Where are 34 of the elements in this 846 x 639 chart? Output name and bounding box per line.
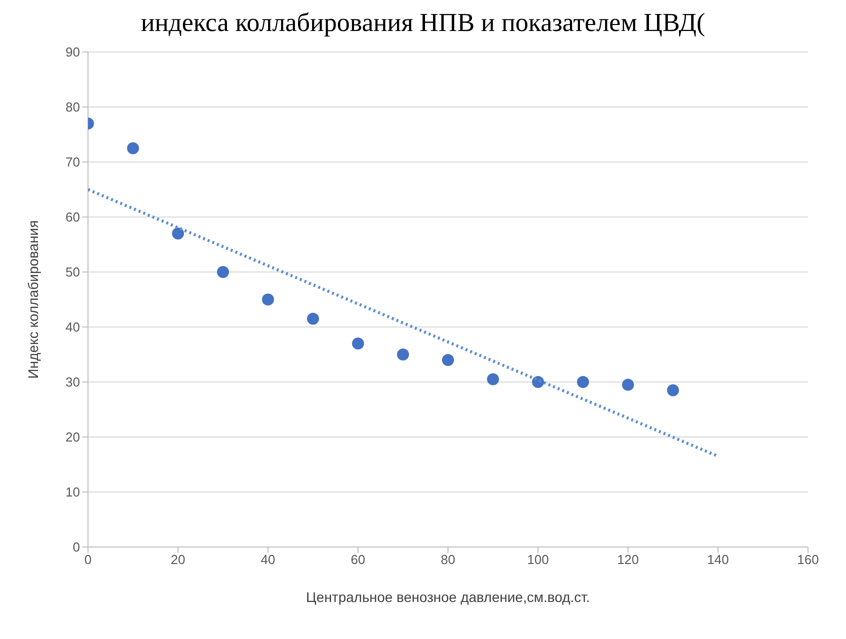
x-tick-label: 140 — [707, 552, 729, 568]
chart-title: индекса коллабирования НПВ и показателем ЦВД( — [140, 8, 706, 39]
point — [487, 373, 499, 386]
y-axis-title: Индекс коллабирования — [24, 220, 41, 379]
point — [577, 376, 589, 388]
y-tick-label: 20 — [66, 430, 80, 445]
y-tick-label: 30 — [66, 374, 80, 390]
x-tick-label: 40 — [260, 552, 276, 568]
point — [307, 312, 319, 325]
y-tick-label: 10 — [66, 484, 80, 500]
x-tick-label: 0 — [84, 552, 92, 568]
y-tick-label: 60 — [66, 210, 80, 225]
point — [667, 384, 679, 396]
x-tick-label: 20 — [170, 552, 186, 568]
point — [127, 142, 139, 154]
x-tick-label: 80 — [440, 552, 456, 568]
point — [172, 228, 184, 240]
x-tick-label: 160 — [797, 552, 819, 568]
y-tick-label: 50 — [66, 264, 80, 280]
point — [352, 338, 364, 350]
point — [397, 348, 409, 360]
x-tick-label: 100 — [527, 552, 549, 568]
y-tick-label: 0 — [72, 540, 80, 555]
y-tick-label: 90 — [66, 44, 80, 60]
x-tick-label: 60 — [350, 552, 366, 568]
y-tick-label: 70 — [66, 154, 80, 170]
x-axis-title: Центральное венозное давление,см.вод.ст. — [306, 589, 590, 605]
y-tick-label: 80 — [66, 100, 80, 115]
y-tick-label: 40 — [66, 320, 80, 335]
point — [622, 378, 634, 391]
point — [262, 294, 274, 306]
point — [442, 354, 454, 366]
point — [217, 266, 229, 278]
x-tick-label: 120 — [617, 552, 639, 568]
